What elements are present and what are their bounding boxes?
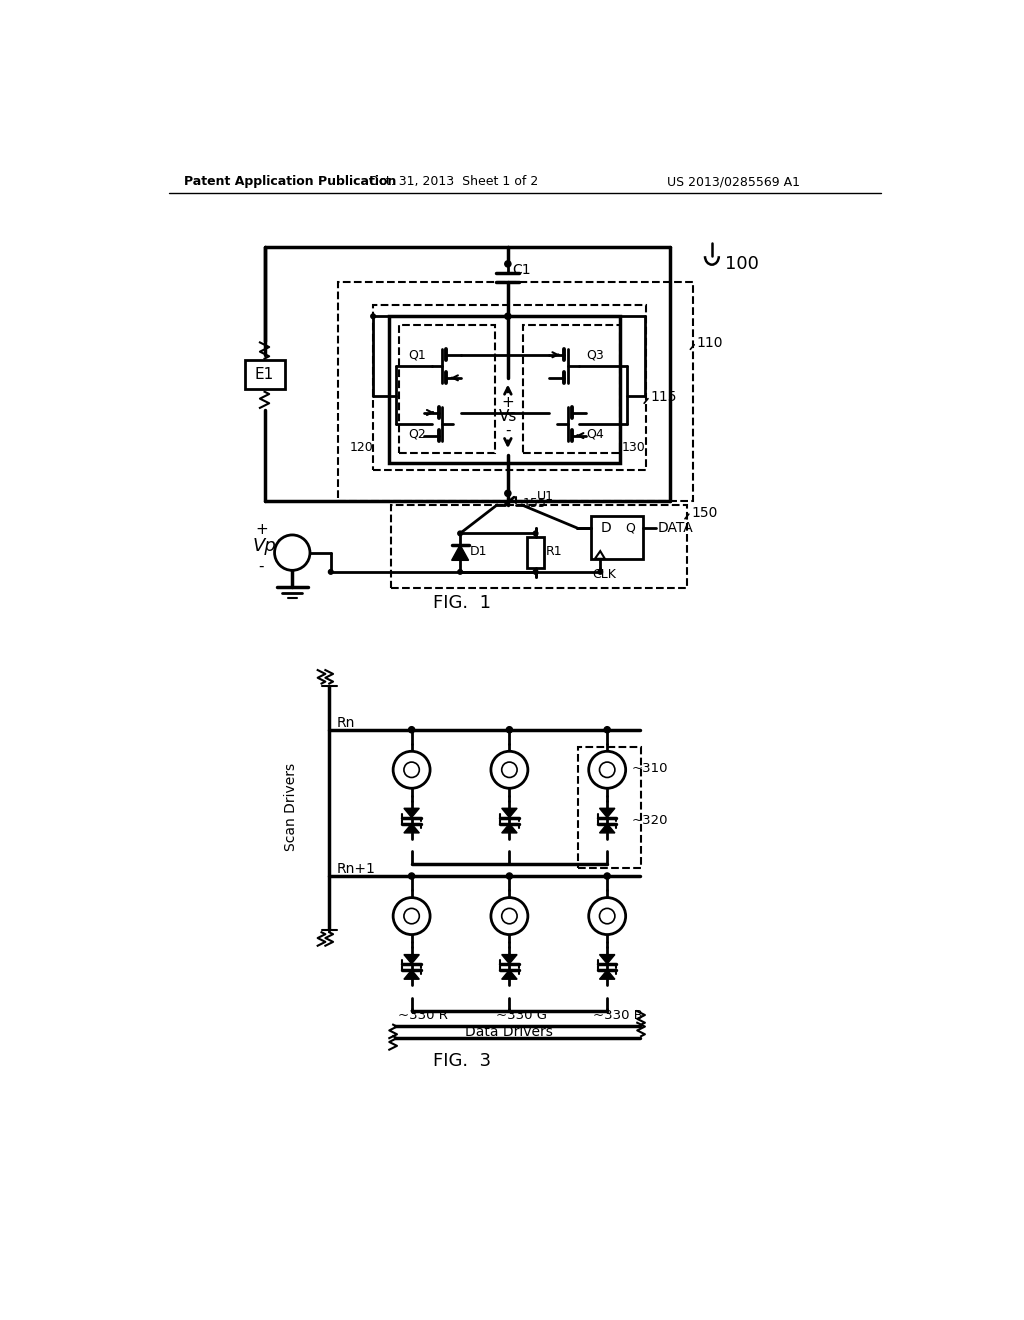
Circle shape	[409, 726, 415, 733]
Text: ~320: ~320	[632, 814, 669, 828]
Polygon shape	[403, 970, 419, 979]
Circle shape	[371, 314, 376, 318]
Text: Vs: Vs	[499, 409, 517, 424]
Circle shape	[458, 531, 463, 536]
Polygon shape	[599, 954, 614, 964]
Text: +: +	[255, 521, 268, 537]
Circle shape	[506, 873, 512, 879]
Text: ~310: ~310	[632, 762, 669, 775]
Bar	[591, 516, 643, 558]
Circle shape	[274, 535, 310, 570]
Text: 120: 120	[349, 441, 373, 454]
Text: ~330 R: ~330 R	[397, 1008, 447, 1022]
Text: Q1: Q1	[408, 348, 426, 362]
Circle shape	[534, 570, 538, 574]
Polygon shape	[502, 954, 517, 964]
Bar	[245, 360, 285, 389]
Text: U1: U1	[538, 490, 554, 503]
Text: DATA: DATA	[657, 521, 693, 535]
Circle shape	[490, 898, 528, 935]
Text: -: -	[505, 422, 511, 438]
Text: Scan Drivers: Scan Drivers	[284, 763, 298, 851]
Circle shape	[393, 898, 430, 935]
Circle shape	[458, 570, 463, 574]
Polygon shape	[452, 545, 469, 561]
Polygon shape	[502, 824, 517, 833]
Polygon shape	[502, 970, 517, 979]
Bar	[388, 317, 620, 462]
Text: 110: 110	[696, 337, 723, 350]
Text: Vp: Vp	[252, 537, 276, 556]
Text: 155: 155	[522, 496, 547, 510]
Circle shape	[329, 570, 333, 574]
Text: 100: 100	[725, 255, 759, 273]
Text: 150: 150	[691, 506, 718, 520]
Text: -: -	[259, 558, 264, 574]
Polygon shape	[403, 954, 419, 964]
Text: Rn+1: Rn+1	[337, 862, 376, 876]
Circle shape	[604, 726, 610, 733]
Circle shape	[506, 726, 512, 733]
Circle shape	[490, 751, 528, 788]
Text: FIG.  3: FIG. 3	[432, 1052, 490, 1069]
Circle shape	[589, 898, 626, 935]
Text: D: D	[600, 521, 611, 535]
Circle shape	[505, 313, 511, 319]
Text: +: +	[502, 395, 514, 411]
Text: 130: 130	[622, 441, 645, 454]
Text: ~330 G: ~330 G	[496, 1008, 547, 1022]
Circle shape	[393, 751, 430, 788]
Circle shape	[534, 531, 538, 536]
Text: Data Drivers: Data Drivers	[466, 1026, 553, 1039]
Polygon shape	[403, 808, 419, 817]
Bar	[527, 537, 544, 568]
Polygon shape	[599, 808, 614, 817]
Text: R1: R1	[546, 545, 562, 557]
Text: Q: Q	[626, 521, 636, 535]
Circle shape	[589, 751, 626, 788]
Circle shape	[505, 261, 511, 267]
Text: Q2: Q2	[408, 428, 426, 441]
Text: CLK: CLK	[593, 568, 616, 581]
Text: 140: 140	[276, 539, 301, 552]
Text: FIG.  1: FIG. 1	[433, 594, 490, 612]
Text: US 2013/0285569 A1: US 2013/0285569 A1	[668, 176, 801, 187]
Text: E1: E1	[255, 367, 274, 383]
Text: Rn: Rn	[337, 715, 355, 730]
Text: ~330 B: ~330 B	[593, 1008, 643, 1022]
Text: D1: D1	[470, 545, 487, 557]
Circle shape	[409, 873, 415, 879]
Text: C1: C1	[512, 263, 531, 277]
Text: Q4: Q4	[587, 428, 604, 441]
Polygon shape	[403, 824, 419, 833]
Polygon shape	[599, 824, 614, 833]
Circle shape	[598, 570, 602, 574]
Text: Q3: Q3	[587, 348, 604, 362]
Circle shape	[505, 490, 511, 496]
Text: Oct. 31, 2013  Sheet 1 of 2: Oct. 31, 2013 Sheet 1 of 2	[370, 176, 539, 187]
Polygon shape	[502, 808, 517, 817]
Text: Patent Application Publication: Patent Application Publication	[184, 176, 397, 187]
Circle shape	[604, 873, 610, 879]
Text: 115: 115	[650, 391, 677, 404]
Polygon shape	[599, 970, 614, 979]
